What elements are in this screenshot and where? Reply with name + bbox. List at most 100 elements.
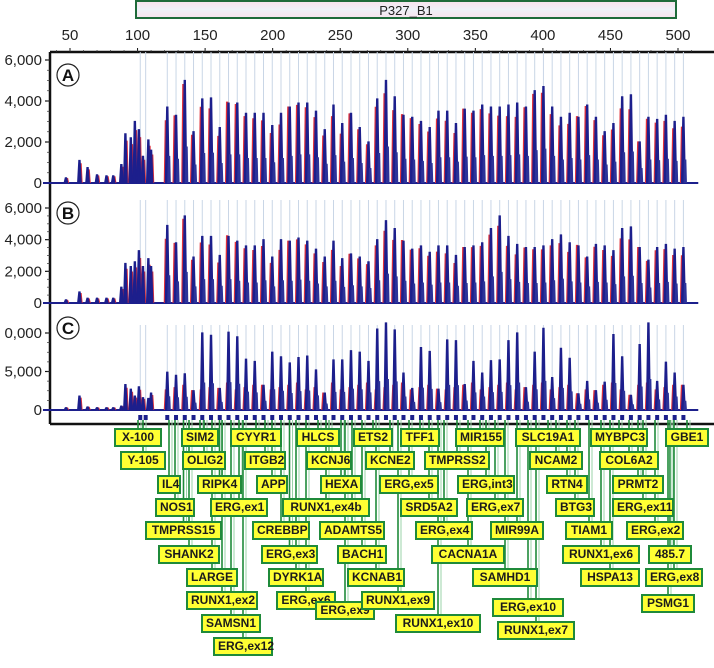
sample-shoulder bbox=[595, 159, 600, 184]
sample-shoulder bbox=[622, 390, 626, 411]
sample-shoulder bbox=[403, 158, 408, 184]
x-tick-label: 500 bbox=[665, 27, 690, 44]
sample-peak bbox=[77, 291, 82, 304]
sample-shoulder bbox=[674, 396, 679, 411]
sample-shoulder bbox=[184, 396, 189, 411]
sample-shoulder bbox=[412, 159, 416, 184]
sample-shoulder bbox=[245, 158, 250, 184]
probe-marker bbox=[558, 415, 563, 420]
y-tick-label: 5,000 bbox=[4, 364, 42, 381]
x-tick-label: 50 bbox=[62, 27, 79, 44]
sample-shoulder bbox=[508, 385, 513, 411]
sample-shoulder bbox=[254, 158, 259, 184]
sample-shoulder bbox=[543, 380, 547, 411]
sample-shoulder bbox=[412, 283, 416, 304]
sample-peak bbox=[85, 297, 90, 304]
sample-shoulder bbox=[525, 155, 530, 184]
probe-label-il4: IL4 bbox=[157, 475, 181, 494]
probe-marker bbox=[611, 415, 616, 420]
sample-shoulder bbox=[683, 159, 687, 184]
probe-marker bbox=[655, 415, 660, 420]
probe-marker bbox=[235, 415, 240, 420]
sample-shoulder bbox=[455, 285, 460, 304]
x-tick-label: 100 bbox=[125, 27, 150, 44]
sample-shoulder bbox=[534, 150, 539, 184]
sample-shoulder bbox=[429, 388, 434, 411]
sample-shoulder bbox=[560, 278, 565, 304]
sample-shoulder bbox=[613, 382, 617, 411]
sample-shoulder bbox=[604, 164, 609, 184]
x-tick-label: 350 bbox=[463, 27, 488, 44]
probe-label-cyyr1: CYYR1 bbox=[230, 428, 282, 447]
probe-label-crebbp: CREBBP bbox=[252, 521, 310, 540]
probe-label-runx1-ex9: RUNX1,ex9 bbox=[361, 591, 435, 610]
sample-shoulder bbox=[613, 284, 617, 304]
probe-marker bbox=[165, 415, 170, 420]
sample-shoulder bbox=[578, 403, 582, 411]
sample-shoulder bbox=[228, 279, 233, 304]
probe-label-erg-ex4: ERG,ex4 bbox=[415, 521, 473, 540]
probe-label-tiam1: TIAM1 bbox=[565, 521, 613, 540]
sample-shoulder bbox=[272, 389, 276, 411]
sample-shoulder bbox=[394, 381, 399, 411]
probe-marker bbox=[637, 415, 642, 420]
probe-label-erg-ex1: ERG,ex1 bbox=[210, 498, 268, 517]
sample-shoulder bbox=[167, 155, 171, 184]
probe-marker bbox=[453, 415, 458, 420]
sample-shoulder bbox=[280, 158, 285, 184]
probe-label-dyrk1a: DYRK1A bbox=[268, 568, 324, 587]
sample-peak bbox=[140, 155, 146, 184]
sample-shoulder bbox=[167, 396, 171, 411]
probe-label-psmg1: PSMG1 bbox=[641, 594, 695, 613]
sample-shoulder bbox=[578, 159, 582, 184]
sample-shoulder bbox=[630, 404, 635, 411]
probe-label-ncam2: NCAM2 bbox=[529, 451, 583, 470]
probe-mix-bar: P327_B1 bbox=[135, 0, 677, 19]
x-tick-label: 300 bbox=[395, 27, 420, 44]
probe-marker bbox=[340, 415, 345, 420]
probe-marker bbox=[217, 415, 222, 420]
probe-marker bbox=[252, 415, 257, 420]
sample-peak bbox=[128, 137, 134, 184]
sample-shoulder bbox=[525, 401, 530, 411]
probe-label-adamts5: ADAMTS5 bbox=[319, 521, 385, 540]
sample-shoulder bbox=[254, 282, 259, 304]
sample-shoulder bbox=[289, 392, 294, 411]
probe-marker bbox=[663, 415, 668, 420]
sample-shoulder bbox=[219, 401, 224, 411]
sample-shoulder bbox=[245, 282, 250, 304]
sample-shoulder bbox=[438, 402, 443, 411]
sample-shoulder bbox=[639, 168, 644, 184]
sample-shoulder bbox=[639, 386, 644, 411]
sample-peak bbox=[85, 406, 90, 411]
sample-shoulder bbox=[307, 280, 311, 304]
probe-marker bbox=[541, 415, 546, 420]
sample-shoulder bbox=[595, 281, 600, 304]
sample-shoulder bbox=[587, 155, 591, 184]
sample-shoulder bbox=[202, 382, 206, 411]
sample-peak bbox=[122, 262, 128, 304]
x-tick-label: 200 bbox=[260, 27, 285, 44]
sample-shoulder bbox=[228, 154, 233, 184]
sample-shoulder bbox=[482, 396, 486, 411]
probe-marker bbox=[418, 415, 423, 420]
sample-shoulder bbox=[508, 155, 513, 184]
sample-shoulder bbox=[630, 275, 635, 304]
probe-marker bbox=[209, 415, 214, 420]
sample-shoulder bbox=[263, 158, 268, 184]
sample-shoulder bbox=[237, 280, 241, 304]
sample-shoulder bbox=[193, 286, 198, 304]
sample-shoulder bbox=[517, 281, 521, 304]
probe-label-app: APP bbox=[256, 475, 288, 494]
sample-shoulder bbox=[499, 271, 504, 304]
y-tick-label: 4,000 bbox=[4, 232, 42, 249]
sample-shoulder bbox=[665, 158, 670, 184]
probe-marker bbox=[646, 415, 651, 420]
sample-peak bbox=[110, 175, 116, 184]
sample-shoulder bbox=[569, 391, 574, 411]
sample-peak bbox=[140, 265, 146, 304]
probe-label-hspa13: HSPA13 bbox=[580, 568, 640, 587]
probe-marker bbox=[532, 415, 537, 420]
sample-shoulder bbox=[490, 392, 495, 411]
